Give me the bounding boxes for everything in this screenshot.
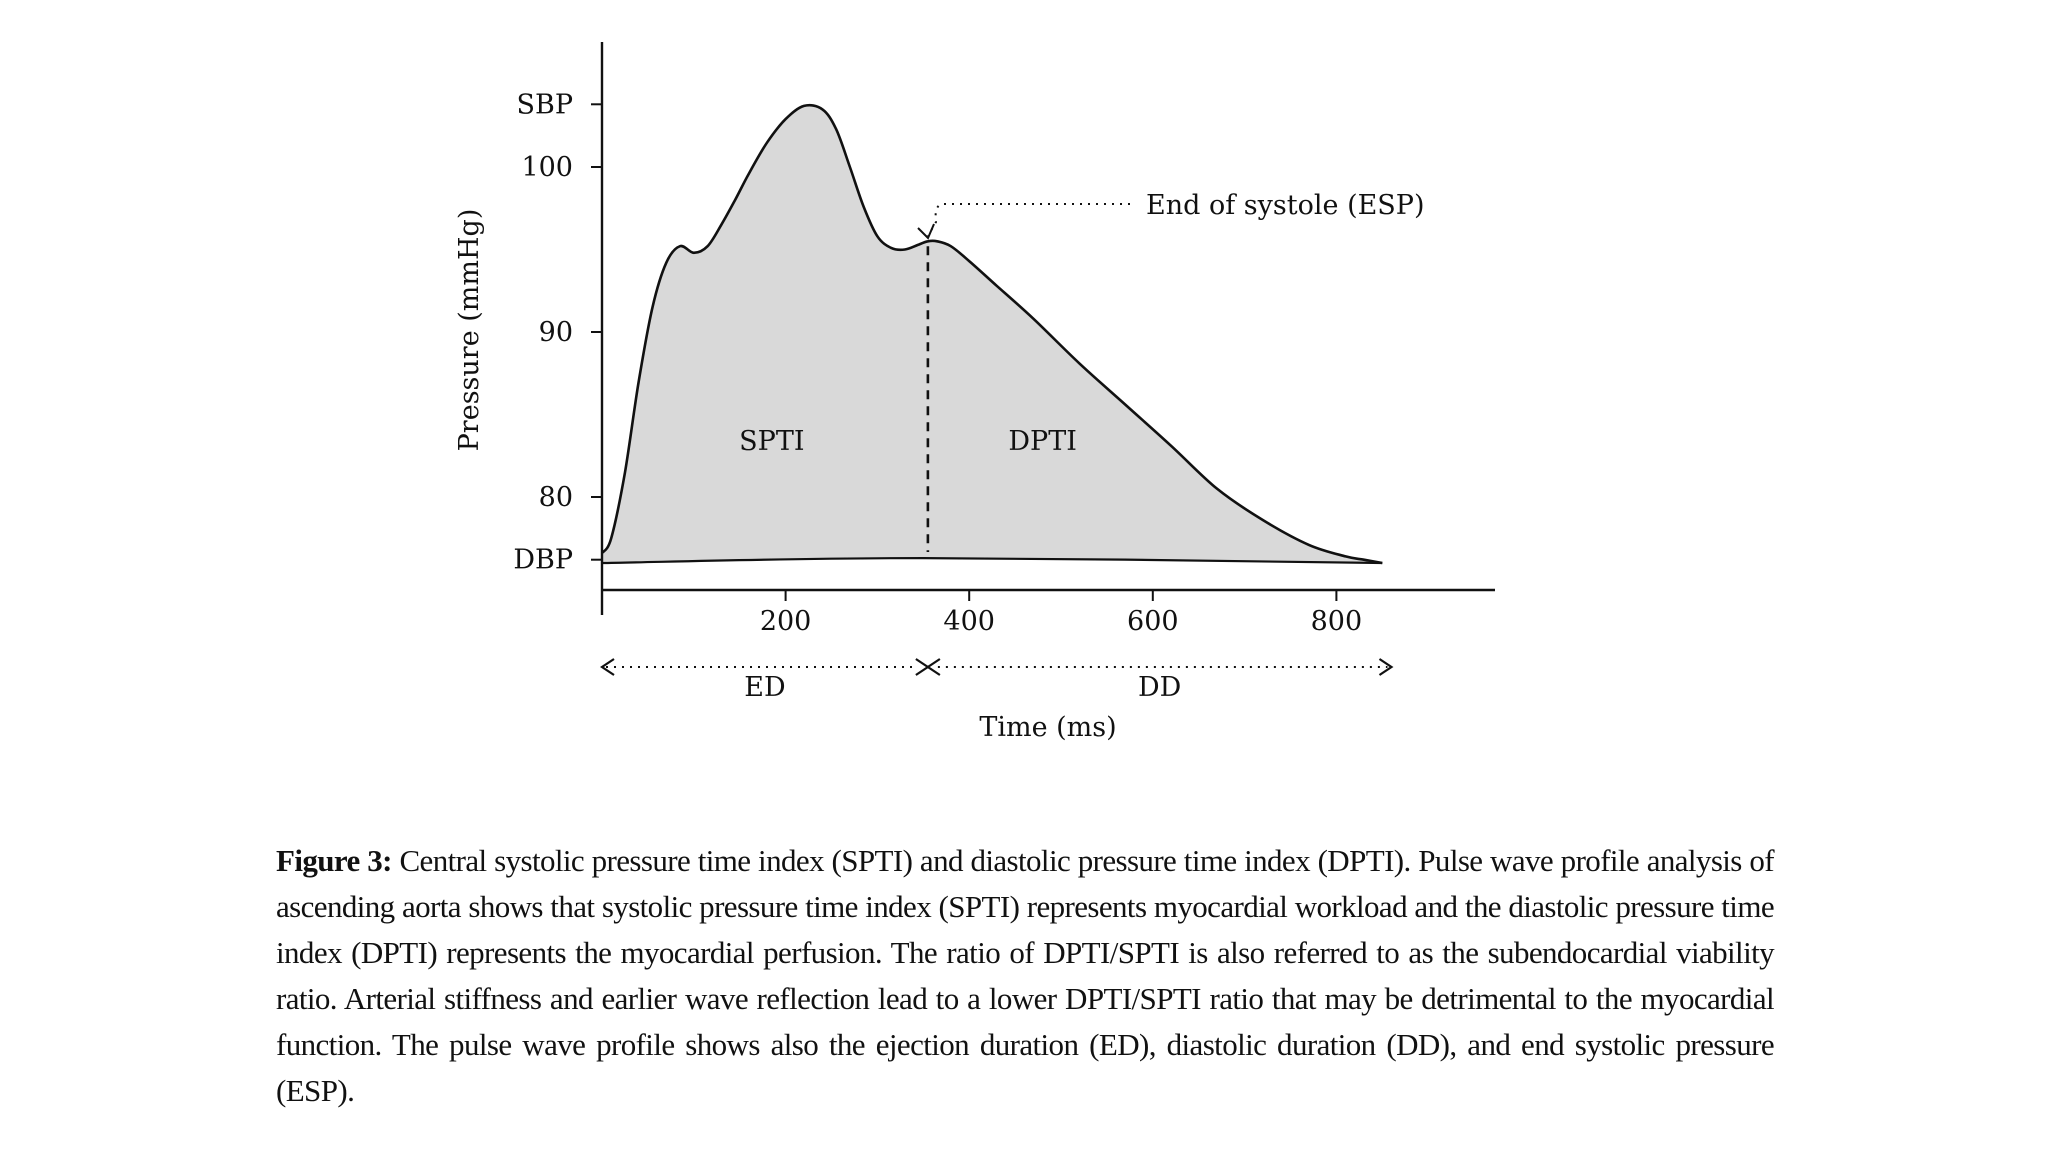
- figure-caption: Figure 3: Central systolic pressure time…: [276, 838, 1775, 1114]
- pressure-curve: [600, 103, 1383, 565]
- dd-arrowhead-right: [1378, 658, 1394, 676]
- y-axis-title: Pressure (mmHg): [454, 209, 485, 452]
- figure-caption-text: Central systolic pressure time index (SP…: [276, 843, 1775, 1108]
- annotation-esp: End of systole (ESP): [1146, 190, 1425, 221]
- annotations: SPTI DPTI End of systole (ESP) ED DD: [600, 190, 1425, 703]
- annotation-dd: DD: [1138, 672, 1181, 703]
- axes: 200 400 600 800 80 90 100 SBP DBP Pressure (mmHg)…: [454, 42, 1495, 743]
- ed-arrowhead-left: [600, 658, 615, 676]
- y-tick-label: 80: [539, 482, 573, 513]
- baseline-curve: [601, 556, 1383, 565]
- figure-label: Figure 3:: [276, 843, 392, 878]
- plot-area: [600, 103, 1383, 565]
- pressure-time-chart: 200 400 600 800 80 90 100 SBP DBP Pressure (mmHg)…: [454, 42, 1495, 743]
- annotation-spti: SPTI: [739, 426, 804, 457]
- esp-leader-line: [927, 203, 1130, 237]
- y-tick-label: 100: [521, 152, 573, 183]
- dd-arrowhead-left: [925, 658, 941, 676]
- x-tick-label: 200: [760, 606, 812, 637]
- x-tick-label: 600: [1127, 606, 1179, 637]
- y-tick-label: SBP: [516, 89, 573, 120]
- annotation-ed: ED: [744, 672, 785, 703]
- x-tick-label: 800: [1311, 606, 1363, 637]
- x-axis-title: Time (ms): [979, 712, 1116, 743]
- y-tick-label: DBP: [513, 545, 573, 576]
- pressure-area: [602, 105, 1383, 564]
- esp-arrowhead: [917, 223, 935, 240]
- y-tick-label: 90: [539, 317, 573, 348]
- x-tick-label: 400: [943, 606, 995, 637]
- annotation-dpti: DPTI: [1008, 426, 1077, 457]
